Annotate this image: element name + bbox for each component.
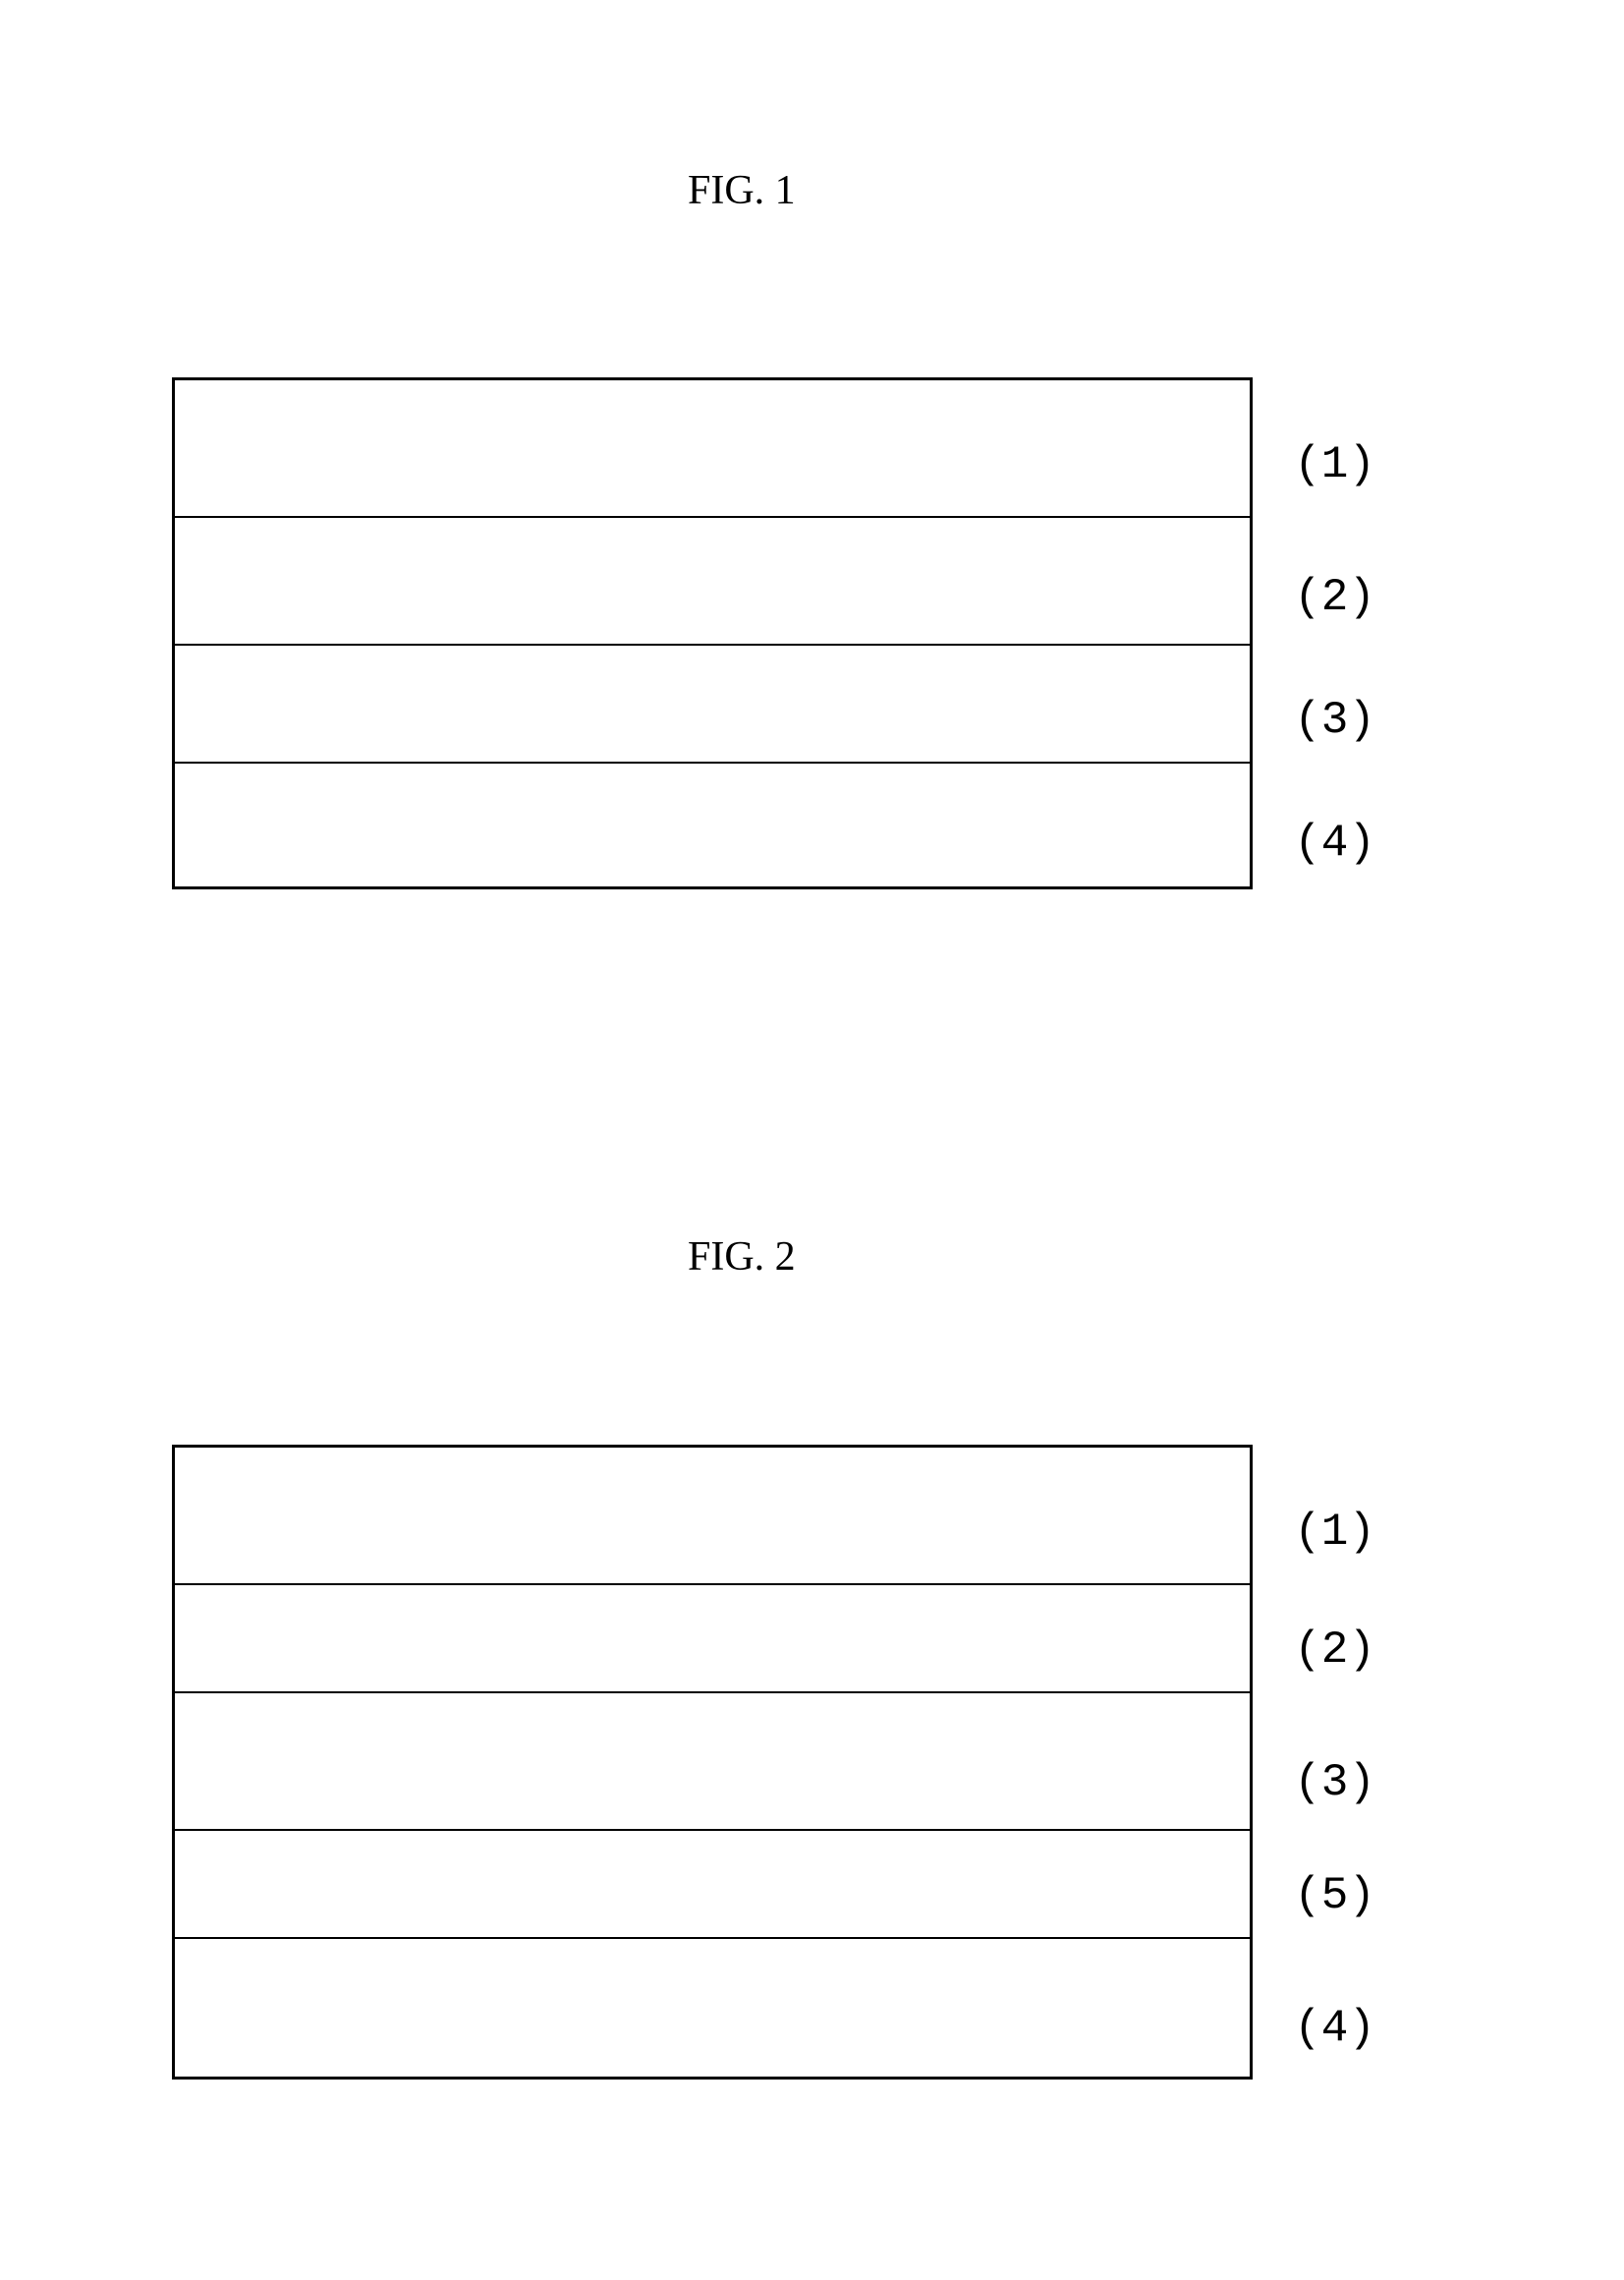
- figure-1-layer-2-label: (3): [1294, 695, 1375, 746]
- figure-1-stack: (1) (2) (3) (4): [172, 377, 1253, 889]
- figure-2-layer-0: (1): [175, 1448, 1250, 1585]
- figure-2-layer-3-label: (5): [1294, 1870, 1375, 1921]
- figure-1-layer-0: (1): [175, 380, 1250, 518]
- figure-2-layer-2-label: (3): [1294, 1757, 1375, 1808]
- figure-2-layer-1: (2): [175, 1585, 1250, 1693]
- figure-2-layer-3: (5): [175, 1831, 1250, 1939]
- figure-2-layer-1-label: (2): [1294, 1624, 1375, 1676]
- figure-2-layer-4-label: (4): [1294, 2003, 1375, 2054]
- figure-1-layer-3-label: (4): [1294, 818, 1375, 869]
- figure-2-title: FIG. 2: [688, 1233, 796, 1281]
- figure-1-layer-2: (3): [175, 646, 1250, 764]
- figure-2-layer-0-label: (1): [1294, 1507, 1375, 1558]
- figure-2-stack: (1) (2) (3) (5) (4): [172, 1445, 1253, 2080]
- figure-1-title: FIG. 1: [688, 167, 796, 214]
- figure-2-layer-2: (3): [175, 1693, 1250, 1831]
- figure-1-layer-0-label: (1): [1294, 439, 1375, 490]
- figure-1-layer-1-label: (2): [1294, 572, 1375, 623]
- figure-1-layer-1: (2): [175, 518, 1250, 646]
- figure-2-layer-4: (4): [175, 1939, 1250, 2077]
- figure-1-layer-3: (4): [175, 764, 1250, 886]
